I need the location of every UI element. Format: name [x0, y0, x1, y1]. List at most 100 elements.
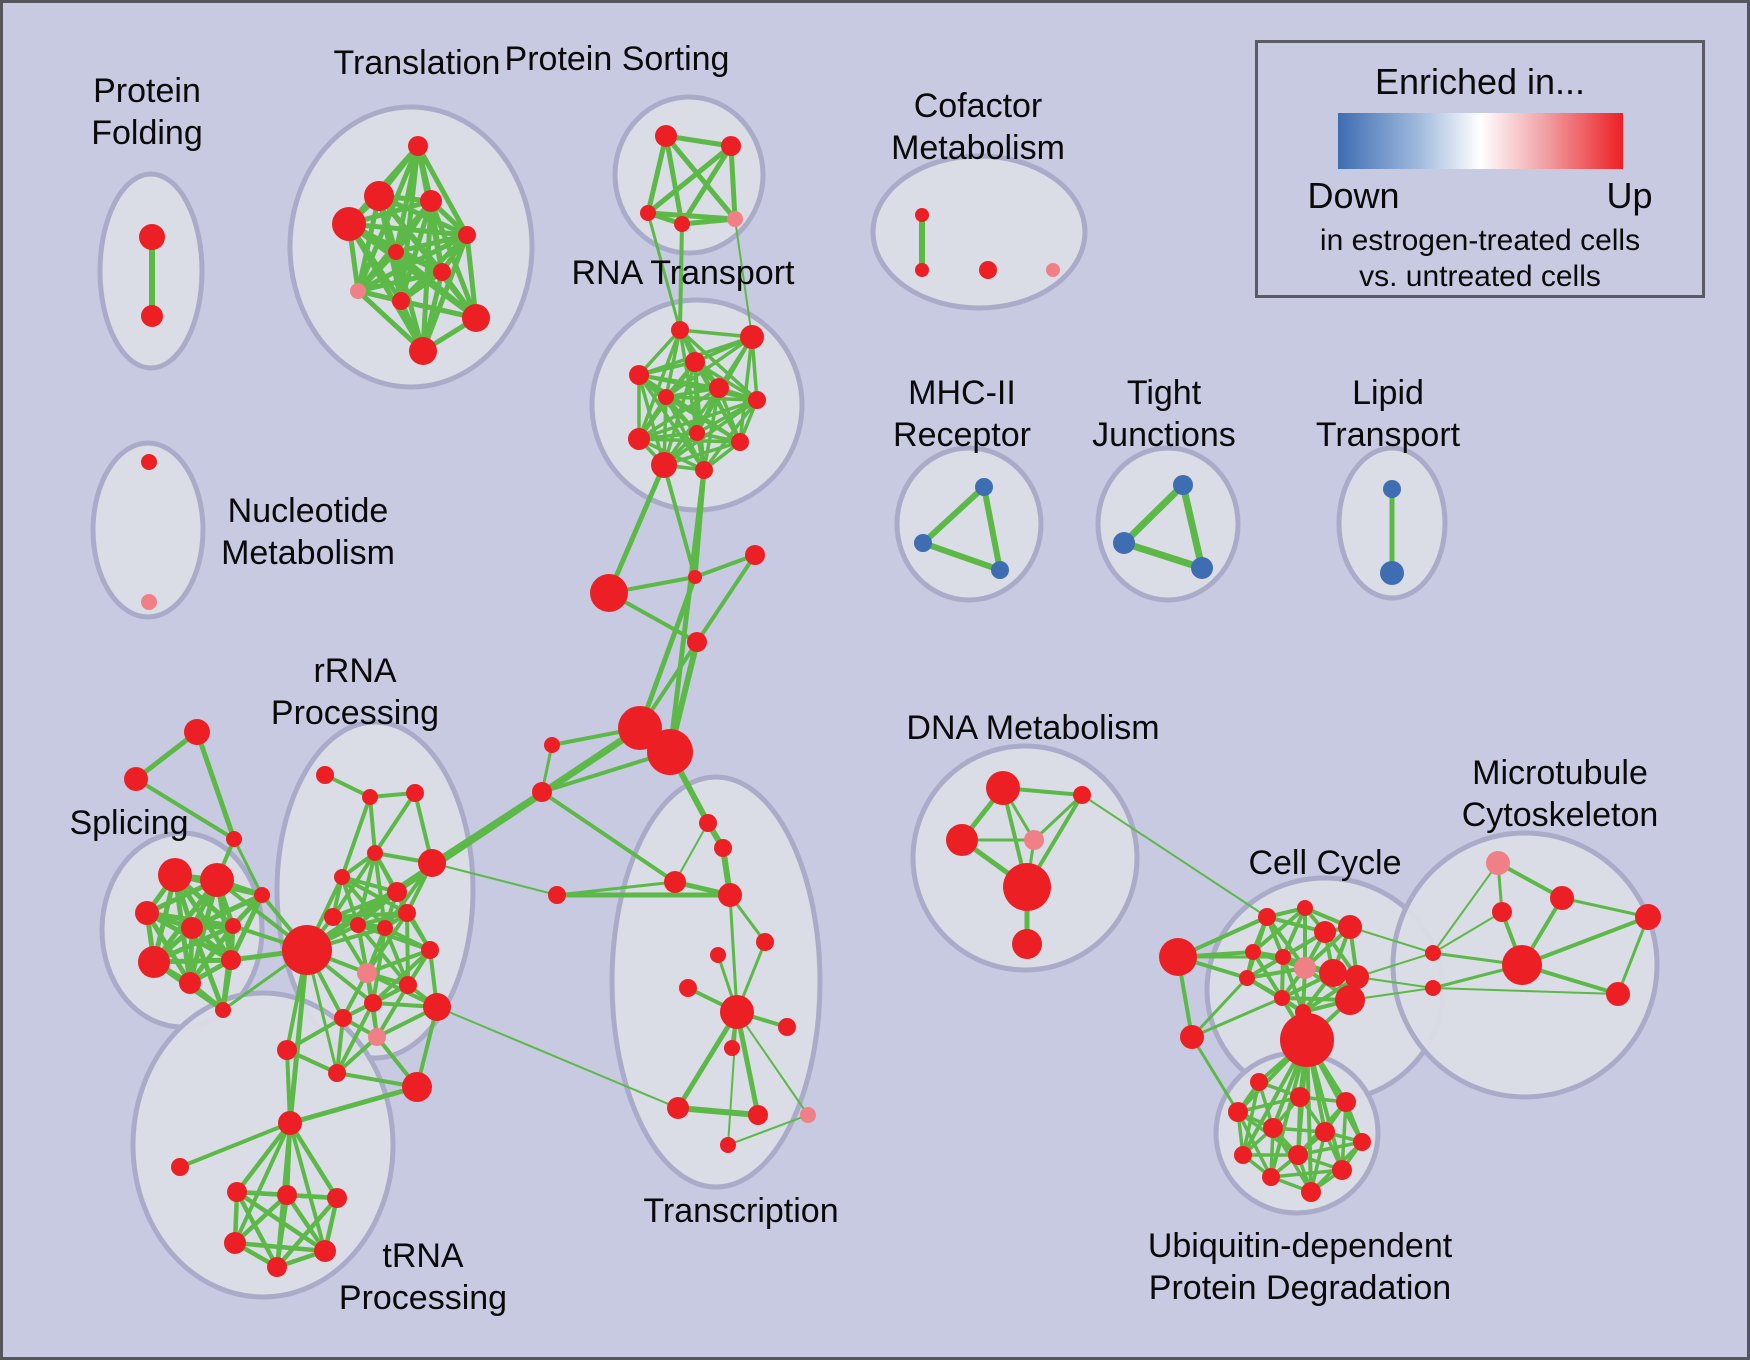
node-tr3 [227, 1182, 247, 1202]
node-rr21 [328, 1064, 346, 1082]
node-sp7 [179, 972, 201, 994]
cluster-label-cell_cycle: Cell Cycle [1248, 844, 1401, 882]
edge [1190, 996, 1284, 1039]
legend-title: Enriched in... [1374, 61, 1586, 102]
edge [1432, 911, 1503, 954]
node-lt2 [1380, 561, 1404, 585]
node-cc9 [1345, 965, 1369, 989]
edge-rna_transport [738, 335, 754, 444]
node-mid1 [590, 574, 628, 612]
node-sp10 [215, 1002, 231, 1018]
cluster-label-protein_sorting: Protein Sorting [505, 40, 730, 78]
edge-rrna [371, 948, 432, 1005]
node-sp1 [158, 858, 192, 892]
edge [285, 1048, 292, 1125]
legend-endpoint-labels: Down Up [1308, 175, 1653, 217]
edge-protein_sorting [728, 143, 738, 222]
edge [734, 218, 753, 338]
node-ps2 [721, 136, 741, 156]
edge-rna_transport [637, 398, 759, 441]
node-cc8 [1319, 959, 1347, 987]
cluster-label-dna: DNA Metabolism [906, 709, 1159, 747]
node-rr6 [418, 849, 446, 877]
edge-rrna [365, 911, 409, 975]
edge [1179, 481, 1206, 572]
node-dm3 [946, 824, 978, 856]
labels-layer: Protein Folding Translation Protein Sorting… [69, 40, 1658, 1317]
node-rr3 [406, 784, 424, 802]
edge [695, 553, 757, 644]
node-rr10 [377, 920, 393, 936]
edge-rna_transport [637, 437, 742, 444]
edge [1120, 539, 1206, 572]
cluster-label-tight: Junctions [1092, 416, 1236, 454]
edge [728, 893, 739, 1014]
node-ub3 [1336, 1092, 1356, 1112]
edge-protein_sorting [663, 133, 685, 227]
edge-protein_sorting [645, 133, 669, 216]
edge-trna [232, 1192, 290, 1246]
node-ub2 [1290, 1087, 1310, 1107]
edge-translation [355, 249, 399, 294]
cluster-label-nucleotide: Nucleotide [228, 492, 389, 530]
edge [178, 1121, 292, 1169]
edge [693, 553, 757, 579]
node-mh2 [914, 534, 932, 552]
edge-rna_transport [637, 373, 759, 402]
node-nm2 [141, 594, 157, 610]
node-tx6 [756, 933, 774, 951]
cluster-label-ubiquitin: Ubiquitin-dependent [1148, 1227, 1453, 1265]
node-cc6 [1275, 949, 1291, 965]
edge [1432, 987, 1619, 995]
edge-rna_transport [678, 328, 759, 402]
edge-rrna [340, 875, 409, 915]
node-nm1 [141, 454, 157, 470]
edge-translation [393, 232, 470, 255]
node-dm5 [1003, 863, 1051, 911]
node-pf2 [141, 305, 163, 327]
node-rr2 [362, 789, 378, 805]
edge [233, 1121, 292, 1245]
edge [1356, 952, 1434, 978]
node-cm2 [915, 263, 929, 277]
node-tx1 [699, 814, 717, 832]
node-mid3 [745, 545, 765, 565]
node-tr2 [171, 1158, 189, 1176]
node-rr15 [364, 994, 382, 1012]
edge-translation [415, 143, 470, 238]
cluster-ellipse-rrna [274, 719, 476, 1061]
edge [1349, 926, 1434, 954]
edge [1356, 976, 1434, 989]
node-t5 [458, 226, 476, 244]
node-rt4 [629, 365, 649, 385]
node-tri2 [124, 767, 148, 791]
node-rr13 [357, 963, 377, 983]
edge [637, 574, 698, 731]
node-pf1 [139, 224, 165, 250]
cluster-label-tight: Tight [1127, 374, 1202, 412]
cluster-label-protein_folding: Folding [91, 114, 203, 152]
node-rt11 [651, 452, 677, 478]
edge [1120, 481, 1187, 547]
node-tx7 [679, 979, 697, 997]
node-tx8 [720, 995, 754, 1029]
edge-rna_transport [662, 440, 742, 467]
cluster-label-nucleotide: Metabolism [221, 534, 395, 572]
edge-translation [355, 288, 426, 354]
node-dm1 [986, 771, 1020, 805]
cluster-label-protein_folding: Protein [93, 72, 201, 110]
node-ub4 [1228, 1102, 1248, 1122]
edge [1190, 1035, 1240, 1114]
node-sp2 [200, 863, 234, 897]
node-tr4 [277, 1185, 297, 1205]
node-ub9 [1288, 1145, 1308, 1165]
edge-translation [428, 198, 479, 321]
cluster-label-microtubule: Microtubule [1472, 754, 1648, 792]
node-ps1 [655, 125, 677, 147]
edge [646, 211, 682, 332]
edge [920, 540, 1003, 573]
edge-ubiquitin [1269, 1168, 1344, 1179]
node-lone557 [548, 886, 566, 904]
edge-rrna [340, 795, 372, 879]
node-rt12 [695, 461, 713, 479]
